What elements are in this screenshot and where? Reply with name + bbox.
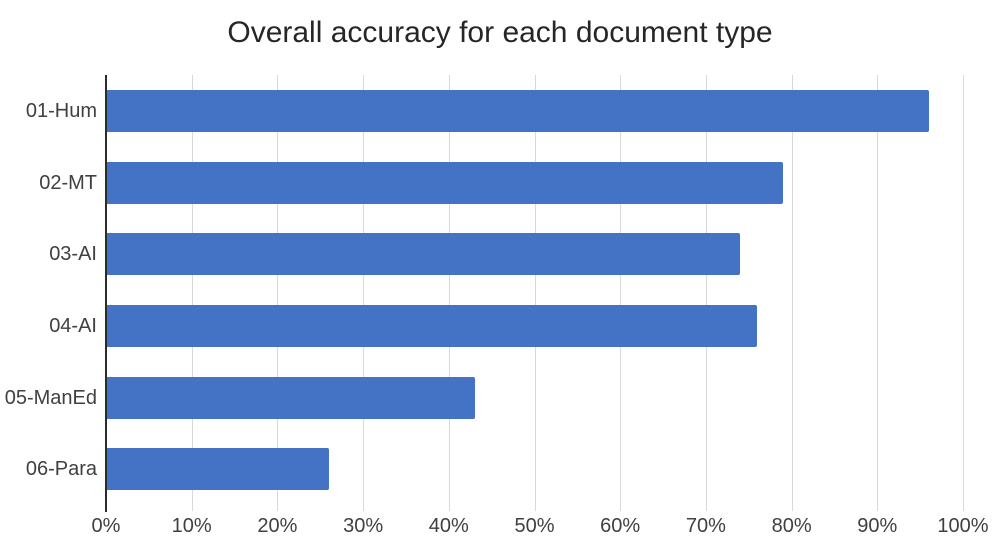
gridline <box>191 75 193 511</box>
gridline <box>448 75 450 511</box>
value-axis: 0% 10% 20% 30% 40% 50% 60% 70% 80% 90% 100% <box>92 515 989 545</box>
gridline <box>963 75 964 511</box>
x-tick-label: 10% <box>171 515 212 537</box>
gridline <box>620 75 622 511</box>
x-tick-label: 80% <box>771 515 812 537</box>
bar-06-Para <box>106 448 329 491</box>
x-tick-label: 50% <box>514 515 555 537</box>
x-tick-label: 90% <box>857 515 898 537</box>
y-axis-line <box>105 75 107 512</box>
x-tick-label: 60% <box>600 515 641 537</box>
category-label: 02-MT <box>39 171 97 194</box>
x-tick-label: 70% <box>685 515 726 537</box>
x-tick-label: 100% <box>937 515 989 537</box>
x-tick-label: 30% <box>343 515 384 537</box>
category-label: 04-AI <box>49 314 97 337</box>
category-label: 05-ManEd <box>4 386 97 409</box>
bar-02-MT <box>106 161 784 204</box>
gridline <box>363 75 365 511</box>
bar-04-AI <box>106 304 758 347</box>
bar-05-ManEd <box>106 376 475 419</box>
gridline <box>705 75 707 511</box>
x-tick-label: 40% <box>428 515 469 537</box>
category-label: 03-AI <box>49 243 97 266</box>
gridline <box>877 75 879 511</box>
category-label: 06-Para <box>25 458 97 481</box>
bar-01-Hum <box>106 89 929 132</box>
x-tick-label: 20% <box>257 515 298 537</box>
chart-title: Overall accuracy for each document type <box>227 16 773 49</box>
bar-03-AI <box>106 233 741 276</box>
category-axis: 01-Hum 02-MT 03-AI 04-AI 05-ManEd 06-Para <box>0 75 97 505</box>
gridline <box>791 75 793 511</box>
gridline <box>534 75 536 511</box>
plot-area <box>105 75 964 512</box>
category-label: 01-Hum <box>25 99 97 122</box>
x-tick-label: 0% <box>91 515 121 537</box>
gridline <box>277 75 279 511</box>
